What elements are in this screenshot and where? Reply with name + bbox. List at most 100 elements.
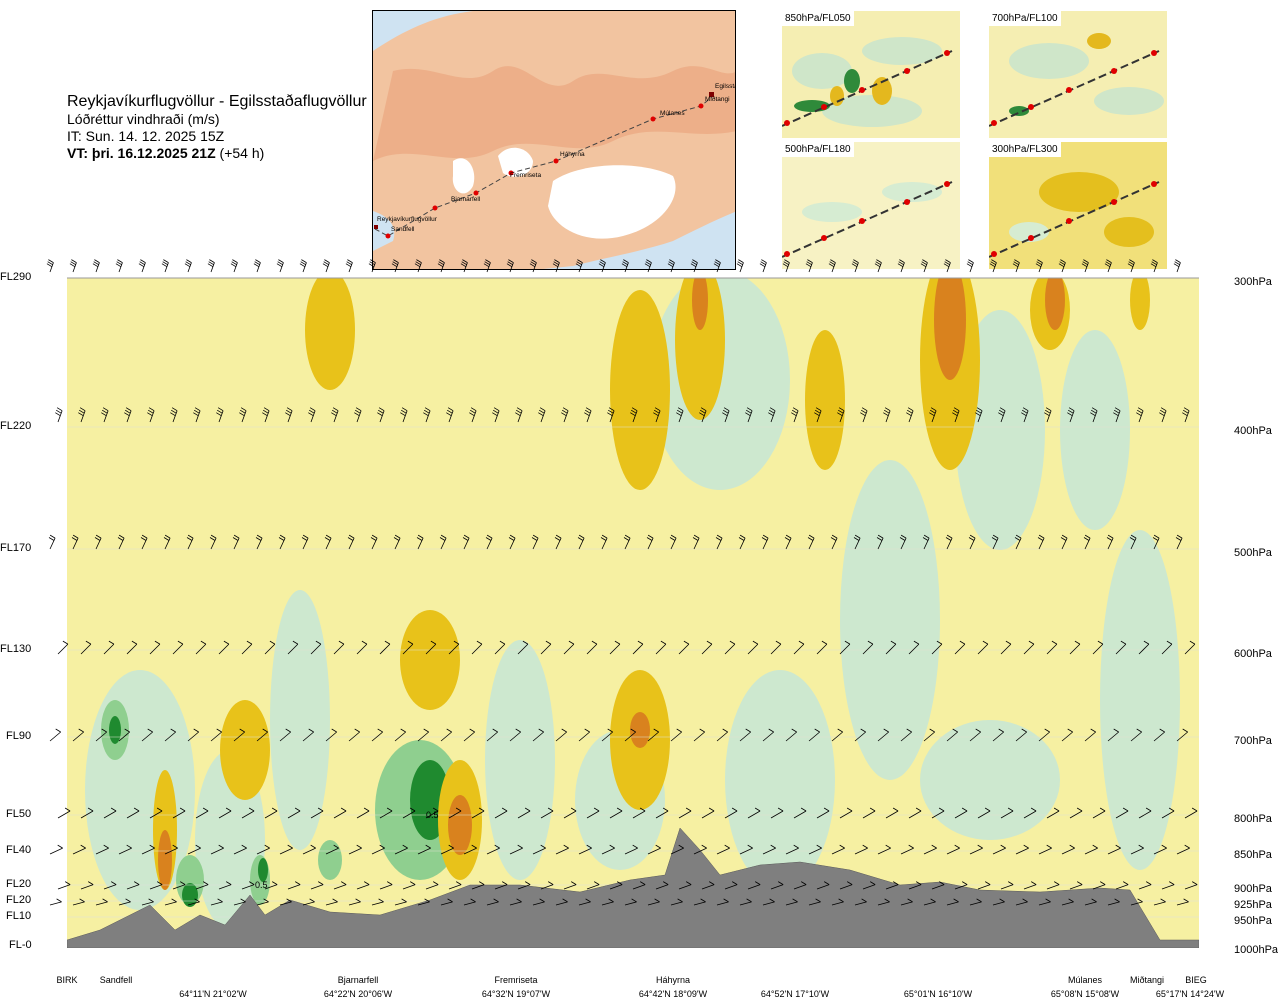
wind-barb [532,728,544,742]
wind-barb [1084,728,1096,742]
wind-barb [762,898,775,906]
wind-barb [1015,844,1029,855]
wind-barb [256,898,269,906]
wind-barb [1153,728,1165,742]
right-level-2: 500hPa [1234,547,1272,559]
thumbnail-300[interactable]: 300hPa/FL300 [989,142,1167,269]
left-level-6: FL40 [6,844,32,856]
wind-barb [71,534,79,550]
map-label-6: Miðtangi [705,95,730,103]
wind-barb [393,534,401,550]
wind-barb [701,807,715,819]
wind-barb [828,259,836,273]
field-cell-2 [1060,330,1130,530]
wind-barb [463,844,477,855]
wind-barb [532,844,546,855]
wind-barb [1023,881,1037,890]
wind-barb [1038,898,1051,906]
wind-barb [724,807,738,819]
wind-barb [647,728,659,742]
wind-barb [1115,640,1127,655]
wind-barb [1153,844,1167,855]
wind-barb [946,898,959,906]
wind-barb [954,640,966,655]
wind-barb [1107,844,1121,855]
wind-barb [164,898,177,906]
map-label-7: Egilsstaðir [715,82,736,90]
wind-barb [1173,259,1181,273]
wind-barb [103,807,117,819]
wind-barb [193,407,201,423]
wind-barb [1161,640,1173,655]
left-level-2: FL170 [0,542,32,554]
right-level-1: 400hPa [1234,425,1272,437]
field-cell-19 [182,883,198,907]
wind-barb [862,881,876,890]
wind-barb [72,898,85,906]
wind-barb [471,807,485,819]
left-level-3: FL130 [0,643,32,655]
wind-barb [977,807,991,819]
wind-barb [724,881,738,890]
wind-barb [149,881,163,890]
wind-barb [195,881,209,890]
wind-barb [1153,898,1166,906]
wind-barb [531,534,539,550]
wind-barb [715,534,723,550]
wind-barb [356,640,368,655]
wind-barb [946,844,960,855]
route-title: Reykjavíkurflugvöllur - Egilsstaðaflugvö… [67,93,367,110]
wind-barb [877,898,890,906]
wind-barb [808,844,822,855]
wind-barb [49,728,61,742]
wind-barb [287,640,299,655]
right-level-0: 300hPa [1234,276,1272,288]
wind-barb [747,640,759,655]
wind-barb [394,844,408,855]
wind-barb [578,728,590,742]
wind-barb [586,640,598,655]
wind-barb [115,259,123,273]
location-name-10: BIEG [1185,975,1207,985]
wind-barb [1038,728,1050,742]
wind-barb [816,807,830,819]
wind-barb [72,844,86,855]
wind-barb [256,728,268,742]
wind-barb [1092,881,1106,890]
wind-barb [469,407,477,423]
field-cell-27 [1130,278,1150,330]
wind-barb [782,259,790,273]
wind-barb [647,898,660,906]
glacier-langjokull [452,158,475,194]
thumbnail-300-label: 300hPa/FL300 [989,142,1061,157]
wind-barb [1107,728,1119,742]
thumbnail-850[interactable]: 850hPa/FL050 [782,11,960,138]
route-map: Reykjavíkurflugvöllur Sandfell Bjarnarfe… [372,10,736,270]
field-cell-37 [630,712,650,748]
wind-barb [874,259,882,273]
wind-barb [370,534,378,550]
wind-barb [356,881,370,890]
thumbnail-500[interactable]: 500hPa/FL180 [782,142,960,269]
wind-barb [310,640,322,655]
wind-barb [991,534,999,550]
wind-barb [279,844,293,855]
wind-barb [977,640,989,655]
wind-barb [667,259,675,273]
field-cell-20 [258,858,268,882]
wind-barb [264,807,278,819]
thumbnail-500-label: 500hPa/FL180 [782,142,854,157]
wind-barb [768,407,776,423]
field-cell-16 [318,840,342,880]
wind-barb [379,640,391,655]
wind-barb [147,407,155,423]
left-level-1: FL220 [0,420,32,432]
wind-barb [540,881,554,890]
wind-barb [713,259,721,273]
wind-barb [738,534,746,550]
wind-barb [989,259,997,273]
wind-barb [1014,534,1022,550]
wind-barb [209,534,217,550]
wind-barb [325,844,339,855]
thumbnail-700[interactable]: 700hPa/FL100 [989,11,1167,138]
